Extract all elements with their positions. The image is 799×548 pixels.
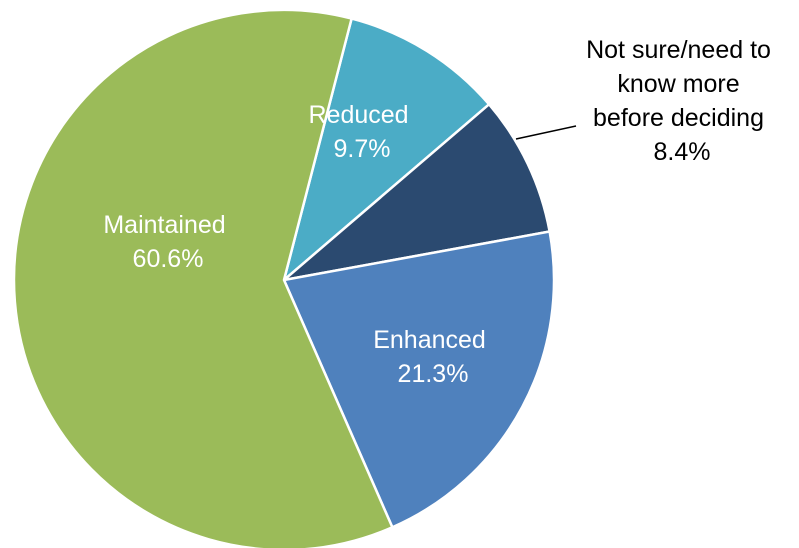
pie-slices (12, 8, 556, 548)
pie-slice-maintained (12, 8, 394, 548)
slice-label-enhanced-name: Enhanced (373, 326, 486, 354)
pie-slice-enhanced (282, 230, 556, 529)
slice-label-reduced-value: 9.7% (334, 135, 391, 163)
pie-slice-not-sure (282, 103, 551, 282)
slice-label-not-sure-line-2: know more (617, 70, 739, 98)
slice-label-maintained-name: Maintained (103, 211, 225, 239)
slice-label-reduced-name: Reduced (308, 101, 408, 129)
slice-label-not-sure-line-1: Not sure/need to (586, 36, 771, 64)
slice-label-not-sure-value: 8.4% (654, 138, 711, 166)
slice-label-enhanced: Enhanced 21.3% (373, 326, 493, 388)
slice-label-maintained-value: 60.6% (133, 245, 204, 273)
slice-label-maintained: Maintained 60.6% (103, 211, 232, 273)
slice-label-reduced: Reduced 9.7% (308, 101, 415, 163)
slice-label-not-sure: Not sure/need to know more before decidi… (586, 36, 778, 166)
leader-line-not-sure (515, 125, 577, 140)
slice-label-not-sure-line-3: before deciding (593, 104, 764, 132)
slice-label-enhanced-value: 21.3% (398, 360, 469, 388)
